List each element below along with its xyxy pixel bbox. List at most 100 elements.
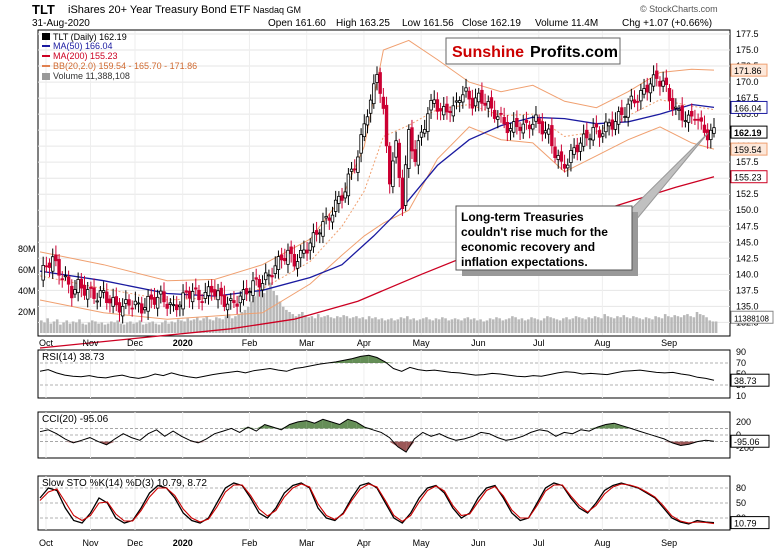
candle-body <box>419 131 424 138</box>
volume-bar <box>151 321 154 333</box>
indicator-tick-label: -200 <box>736 443 754 453</box>
price-tick-label: 170.0 <box>736 77 759 87</box>
watermark: © StockCharts.com <box>640 4 718 14</box>
candle-body <box>130 307 134 310</box>
month-label: Feb <box>242 338 258 348</box>
bottom-month-label: Sep <box>661 538 677 548</box>
volume-bar <box>332 318 336 333</box>
volume-bar <box>444 318 447 333</box>
candle-body <box>566 164 570 169</box>
volume-bar <box>320 317 323 333</box>
candle-body <box>670 98 675 110</box>
volume-bar <box>195 317 199 333</box>
candle-body <box>349 168 354 172</box>
candle-body <box>674 106 678 109</box>
candle-body <box>496 116 500 120</box>
volume-bar <box>237 314 240 333</box>
candle-body <box>658 80 662 87</box>
candle-body <box>610 119 614 130</box>
price-tag-label: 155.23 <box>734 173 762 183</box>
candle-body <box>546 128 551 135</box>
month-label: May <box>413 338 431 348</box>
indicator-fill-positive <box>352 356 361 363</box>
candle-body <box>432 99 436 104</box>
volume-bar <box>628 318 632 333</box>
volume-bar <box>673 315 677 333</box>
candle-body <box>661 80 665 87</box>
indicator-fill-positive <box>297 420 307 429</box>
candle-body <box>537 118 541 124</box>
bottom-month-label: Apr <box>357 538 371 548</box>
candle-body <box>677 108 681 111</box>
volume-bar <box>568 319 571 333</box>
volume-bar <box>68 323 72 333</box>
candle-body <box>543 130 548 134</box>
exchange-label: Nasdaq GM <box>253 5 301 15</box>
indicator-fill-positive <box>360 355 369 363</box>
volume-bar <box>81 323 84 333</box>
candle-body <box>550 125 554 147</box>
volume-bar <box>103 324 107 333</box>
volume-bar <box>78 319 81 333</box>
volume-bar <box>250 301 253 333</box>
volume-bar <box>501 320 505 333</box>
indicator-fill-negative <box>397 441 407 453</box>
volume-bar <box>100 322 104 333</box>
volume-bar <box>437 319 441 333</box>
candle-body <box>642 88 646 95</box>
indicator-tick-label: 200 <box>736 417 751 427</box>
candle-body <box>257 279 262 288</box>
volume-bar <box>479 319 482 333</box>
volume-bar <box>377 319 380 333</box>
volume-bar <box>202 318 205 333</box>
candle-body <box>534 114 538 122</box>
price-tick-label: 157.5 <box>736 157 759 167</box>
candle-body <box>73 289 77 295</box>
candle-body <box>480 89 484 104</box>
candle-body <box>702 124 707 133</box>
candle-body <box>572 147 576 155</box>
volume-bar <box>186 318 190 333</box>
candle-body <box>569 150 573 163</box>
candle-body <box>343 191 347 199</box>
candle-body <box>499 112 503 115</box>
candle-body <box>54 254 58 262</box>
volume-bar <box>517 319 521 333</box>
price-panel <box>37 29 731 337</box>
candle-body <box>302 249 306 254</box>
volume-bar <box>374 317 377 333</box>
volume-bar <box>441 317 444 333</box>
candle-body <box>283 257 287 262</box>
volume-bar <box>192 319 196 333</box>
volume-bar <box>412 318 416 333</box>
volume-bar <box>415 320 419 333</box>
volume-bar <box>383 320 387 333</box>
candle-body <box>124 299 128 304</box>
candle-body <box>41 264 45 281</box>
volume-bar <box>310 316 314 333</box>
volume-bar <box>297 314 301 333</box>
volume-bar <box>84 324 88 333</box>
price-candles <box>41 63 716 324</box>
candle-body <box>140 303 144 314</box>
month-label: Jul <box>533 338 545 348</box>
volume-bar <box>431 320 435 333</box>
candle-body <box>486 101 490 109</box>
volume-bar <box>122 324 126 333</box>
volume-bar <box>609 317 613 333</box>
volume-bar <box>574 316 578 333</box>
volume-bar <box>189 320 193 333</box>
candle-body <box>308 242 312 251</box>
volume-bar <box>689 316 692 333</box>
bottom-month-label: Mar <box>299 538 315 548</box>
indicator-line <box>39 354 715 381</box>
candle-body <box>492 109 497 119</box>
volume-bar <box>304 315 307 333</box>
volume-bar <box>466 317 470 333</box>
candle-body <box>340 195 344 201</box>
volume-bar <box>456 319 460 333</box>
candle-body <box>575 144 579 153</box>
volume-bar <box>180 320 183 333</box>
candle-body <box>292 253 297 267</box>
indicator-fill-positive <box>281 424 290 429</box>
